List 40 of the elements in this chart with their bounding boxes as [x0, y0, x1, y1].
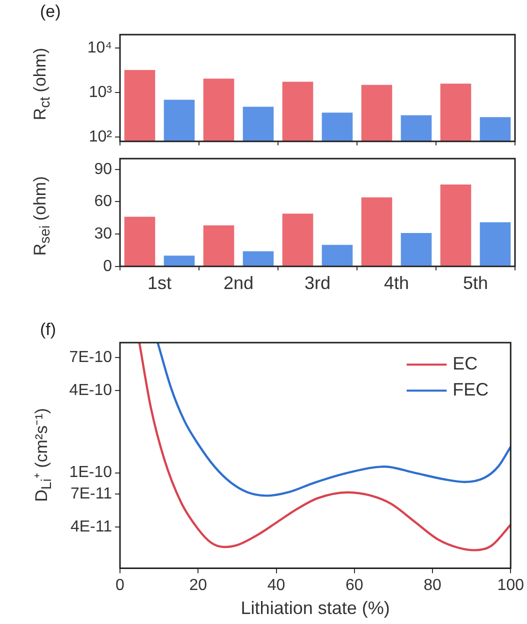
legend-label: FEC [452, 380, 489, 400]
y-tick-label: 7E-11 [70, 485, 112, 502]
x-tick-label: 1st [147, 273, 172, 294]
y-tick-label: 90 [94, 160, 112, 178]
y-tick-label: 7E-10 [69, 348, 112, 366]
bar [164, 256, 195, 266]
x-tick-label: 80 [424, 577, 442, 594]
x-tick-label: 20 [189, 577, 208, 594]
y-tick-label: 10² [88, 128, 113, 146]
y-tick-label: 4E-10 [69, 382, 112, 400]
y-tick-label: 10³ [88, 84, 113, 101]
x-tick-label: 0 [116, 577, 125, 594]
bar [124, 216, 156, 266]
bar [242, 251, 274, 266]
y-tick-label: 0 [103, 258, 112, 275]
text: (f) [40, 320, 56, 340]
bar [480, 222, 511, 266]
bar [400, 232, 432, 266]
y-tick-label: 60 [94, 193, 112, 210]
x-tick-label: 100 [497, 577, 524, 594]
y-tick-label: 1E-10 [69, 464, 112, 482]
line-series [138, 342, 511, 552]
x-axis-title: Lithiation state (%) [240, 598, 390, 618]
legend-label: EC [452, 354, 478, 374]
x-tick-label: 5th [462, 273, 488, 294]
bar [361, 197, 392, 266]
bar [440, 184, 472, 266]
y-tick-label: 10⁴ [87, 39, 112, 56]
text: (e) [40, 2, 61, 22]
bar [322, 244, 353, 266]
y-tick-label: 30 [94, 225, 112, 242]
y-tick-label: 4E-11 [70, 518, 112, 536]
x-tick-label: 60 [345, 577, 364, 594]
line-series [156, 342, 511, 497]
x-tick-label: 2nd [223, 273, 254, 294]
x-tick-label: 40 [267, 577, 286, 594]
x-tick-label: 3rd [304, 273, 331, 294]
bar [282, 214, 314, 266]
x-tick-label: 4th [384, 273, 410, 294]
bar [203, 225, 234, 266]
